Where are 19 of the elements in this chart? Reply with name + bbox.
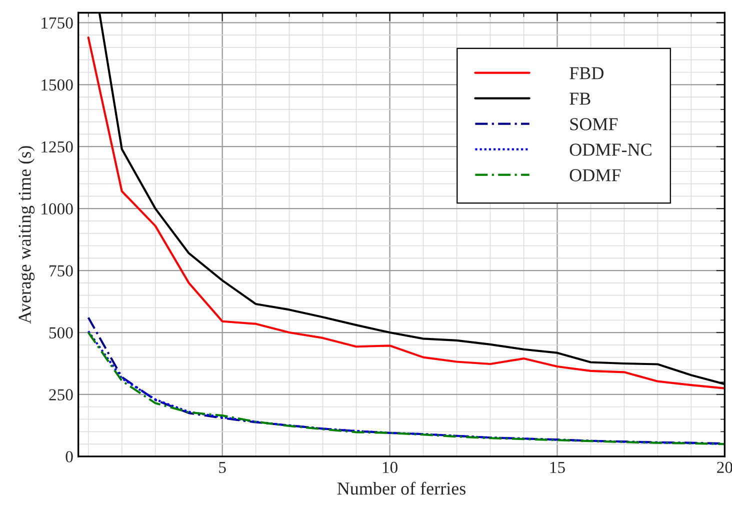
legend-label: FBD bbox=[570, 67, 604, 80]
legend-label: ODMF bbox=[570, 169, 621, 182]
y-tick-label: 500 bbox=[49, 327, 73, 338]
x-tick-label: 10 bbox=[382, 462, 398, 474]
y-tick-label: 0 bbox=[66, 451, 73, 462]
y-tick-label: 1250 bbox=[42, 141, 73, 153]
y-axis-title: Average waiting time (s) bbox=[18, 146, 35, 324]
y-tick-label: 250 bbox=[49, 389, 73, 400]
y-tick-label: 750 bbox=[50, 265, 73, 276]
y-tick-label: 1000 bbox=[42, 203, 73, 215]
x-tick-label: 5 bbox=[219, 462, 226, 474]
x-axis-title: Number of ferries bbox=[337, 482, 466, 495]
legend-label: SOMF bbox=[570, 118, 618, 130]
legend-label: FB bbox=[570, 92, 590, 105]
legend-label: ODMF-NC bbox=[570, 144, 652, 156]
y-tick-label: 1500 bbox=[42, 79, 73, 91]
y-tick-label: 1750 bbox=[42, 17, 73, 29]
x-tick-label: 15 bbox=[550, 462, 565, 474]
x-tick-label: 20 bbox=[717, 462, 732, 474]
